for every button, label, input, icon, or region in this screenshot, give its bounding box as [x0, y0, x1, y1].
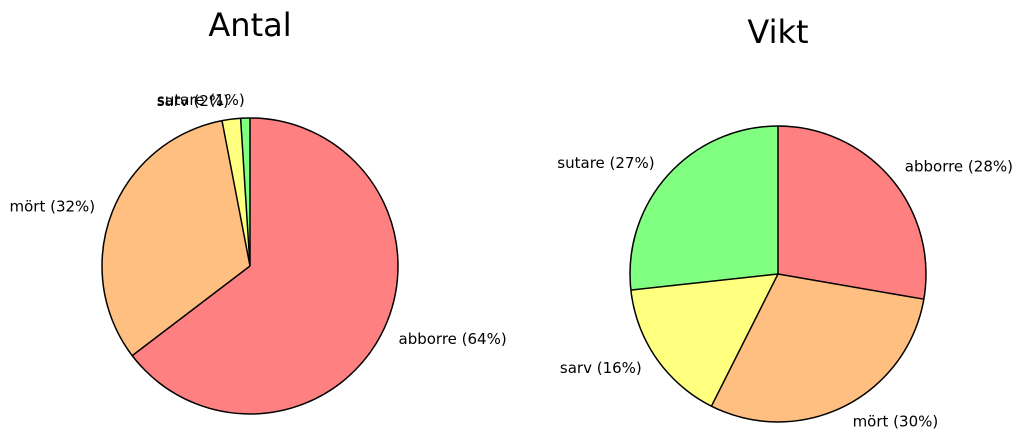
chart-title: Vikt	[747, 13, 808, 51]
slice-edge	[221, 120, 251, 267]
pie-slice	[630, 274, 778, 407]
slice-edge	[710, 273, 779, 407]
slice-label: abborre (28%)	[905, 158, 1013, 176]
pie-outline	[101, 117, 399, 415]
slice-edge	[239, 118, 251, 267]
slice-label: sutare (1%)	[157, 91, 245, 109]
slice-label: sarv (2%)	[157, 92, 229, 110]
pie-outline	[629, 125, 927, 423]
pie-slice	[102, 120, 250, 356]
chart-title: Antal	[208, 6, 291, 44]
pie-slice	[132, 118, 399, 414]
slice-edge	[777, 273, 924, 300]
slice-edge	[131, 265, 251, 357]
slice-label: mört (30%)	[853, 413, 939, 431]
pie-slice	[629, 126, 778, 291]
slice-label: sutare (27%)	[557, 154, 654, 172]
slice-label: sarv (16%)	[560, 359, 642, 377]
slice-label: abborre (64%)	[399, 330, 507, 348]
pie-slice	[778, 126, 926, 300]
pie-slice	[711, 274, 924, 422]
slice-edge	[630, 273, 779, 291]
slice-label: mört (32%)	[9, 197, 95, 215]
